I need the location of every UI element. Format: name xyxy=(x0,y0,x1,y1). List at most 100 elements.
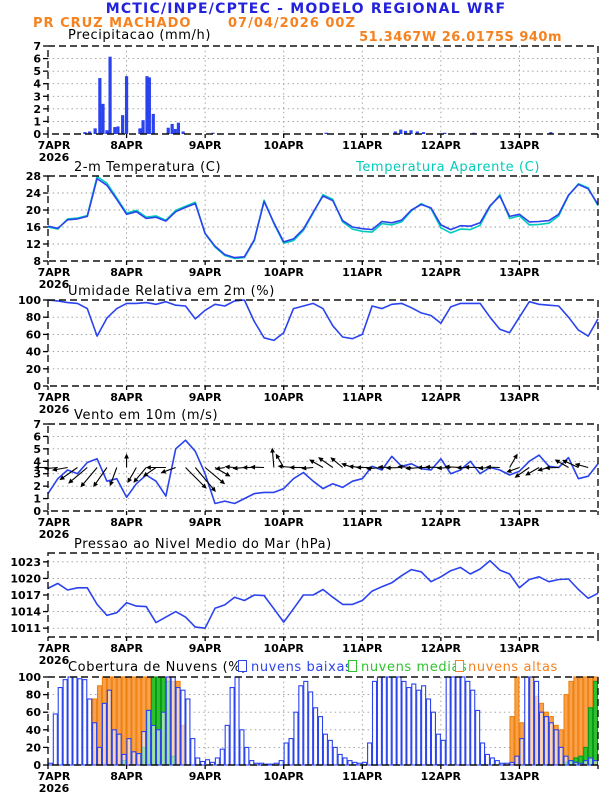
y-tick-label: 80 xyxy=(26,311,42,324)
precip-bar xyxy=(101,103,105,134)
y-tick-label: 0 xyxy=(33,759,41,772)
wind-arrow-head xyxy=(242,465,248,470)
x-tick-label: 8APR xyxy=(110,266,143,279)
wind-arrow-head xyxy=(301,465,307,471)
cloud-bar-low xyxy=(82,679,88,766)
cloud-bar-low xyxy=(479,742,486,766)
x-tick-label: 10APR xyxy=(264,516,305,529)
legend-square-low-clouds xyxy=(238,660,247,672)
cloud-bar-high xyxy=(509,716,515,766)
plot-frame xyxy=(47,676,599,766)
cloud-bar-high xyxy=(578,676,584,766)
x-tick-label: 7APR xyxy=(38,516,71,529)
wind-arrow-head xyxy=(485,464,491,470)
cloud-bar-low xyxy=(62,679,68,766)
wind-arrow-head xyxy=(554,459,561,465)
wind-arrow-head xyxy=(219,479,226,485)
x-tick-label: 11APR xyxy=(342,391,383,404)
cloud-bar-low xyxy=(416,689,422,766)
wind-arrow-head xyxy=(562,459,568,465)
cloud-bar-high xyxy=(514,676,520,766)
panel-title-wind: Vento em 10m (m/s) xyxy=(74,408,219,423)
cloud-bar-low xyxy=(396,676,402,766)
cloud-bar-low xyxy=(283,742,289,766)
y-tick-label: 12 xyxy=(26,238,41,251)
x-tick-label: 8APR xyxy=(110,516,143,529)
panel-title-precipitation: Precipitacao (mm/h) xyxy=(68,28,212,43)
precip-bar xyxy=(403,130,408,134)
x-tick-label: 10APR xyxy=(264,139,305,152)
cloud-bar-low xyxy=(170,676,176,766)
x-tick-label: 13APR xyxy=(499,770,540,783)
y-tick-label: 2 xyxy=(33,103,41,116)
x-tick-label: 8APR xyxy=(110,391,143,404)
y-tick-label: 20 xyxy=(26,363,42,376)
cloud-bar-low xyxy=(116,733,122,766)
x-tick-label: 12APR xyxy=(421,516,462,529)
precip-bar xyxy=(116,126,120,134)
cloud-bar-low xyxy=(455,676,461,766)
cloud-bar-low xyxy=(244,746,250,766)
x-tick-label: 9APR xyxy=(189,642,222,655)
cloud-bar-low xyxy=(327,739,333,766)
y-tick-label: 4 xyxy=(33,455,41,468)
x-tick-label: 9APR xyxy=(189,770,222,783)
cloud-bar-low xyxy=(548,722,554,766)
cloud-bar-low xyxy=(553,729,559,766)
legend-label-high-clouds: nuvens altas xyxy=(468,660,558,675)
y-tick-label: 6 xyxy=(33,53,41,66)
y-tick-label: 100 xyxy=(18,294,41,307)
wind-arrow-head xyxy=(309,459,315,465)
wind-arrow-shaft xyxy=(70,467,88,483)
run-datetime: 07/04/2026 00Z xyxy=(228,16,356,31)
x-tick-label: 13APR xyxy=(499,642,540,655)
wind-arrow-head xyxy=(464,464,470,470)
cloud-bar-low xyxy=(367,742,373,766)
wind-arrow-head xyxy=(270,447,275,453)
wind-arrow-head xyxy=(348,464,354,470)
wind-arrow-head xyxy=(444,464,450,470)
cloud-bar-low xyxy=(131,751,137,766)
x-tick-year: 2026 xyxy=(39,278,70,291)
wind-arrow-head xyxy=(124,453,129,459)
y-tick-label: 4 xyxy=(33,78,41,91)
cloud-bar-low xyxy=(524,676,530,766)
cloud-bar-high xyxy=(121,676,127,766)
cloud-bar-high xyxy=(573,676,579,766)
cloud-bar-low xyxy=(543,716,549,766)
cloud-bar-low xyxy=(322,733,328,766)
wind-arrow-shaft xyxy=(557,460,569,468)
model-title: MCTIC/INPE/CPTEC - MODELO REGIONAL WRF xyxy=(105,1,507,17)
cloud-bar-low xyxy=(92,722,98,766)
wind-arrow-head xyxy=(417,465,423,470)
cloud-bar-low xyxy=(308,691,314,766)
cloud-bar-low xyxy=(57,687,63,766)
cloud-bar-high xyxy=(563,694,569,766)
wind-arrow-head xyxy=(225,471,231,477)
cloud-bar-low xyxy=(150,724,157,766)
cloud-bar-low xyxy=(204,759,211,766)
y-tick-label: 60 xyxy=(26,328,42,341)
wind-arrow-shaft xyxy=(110,467,118,484)
cloud-bar-low xyxy=(200,760,206,766)
wind-arrow-shaft xyxy=(509,455,517,468)
wind-arrow-head xyxy=(405,465,411,471)
precip-bar xyxy=(409,130,413,134)
cloud-bar-low xyxy=(229,687,235,766)
x-tick-label: 7APR xyxy=(38,642,71,655)
cloud-bar-low xyxy=(155,729,161,766)
y-tick-label: 28 xyxy=(26,170,41,183)
y-tick-label: 3 xyxy=(33,90,41,103)
x-tick-label: 7APR xyxy=(38,266,71,279)
x-tick-year: 2026 xyxy=(39,782,70,792)
series-line-rh-0 xyxy=(47,299,599,342)
cloud-bar-low xyxy=(421,685,427,766)
x-tick-label: 9APR xyxy=(189,516,222,529)
legend-clouds-mid: nuvens medias xyxy=(348,660,467,675)
wind-arrow-head xyxy=(356,465,362,470)
cloud-bar-low xyxy=(214,757,220,766)
station-name: PR CRUZ MACHADO xyxy=(33,16,192,31)
wind-arrow-head xyxy=(133,477,139,483)
wind-arrow-shaft xyxy=(81,467,98,486)
